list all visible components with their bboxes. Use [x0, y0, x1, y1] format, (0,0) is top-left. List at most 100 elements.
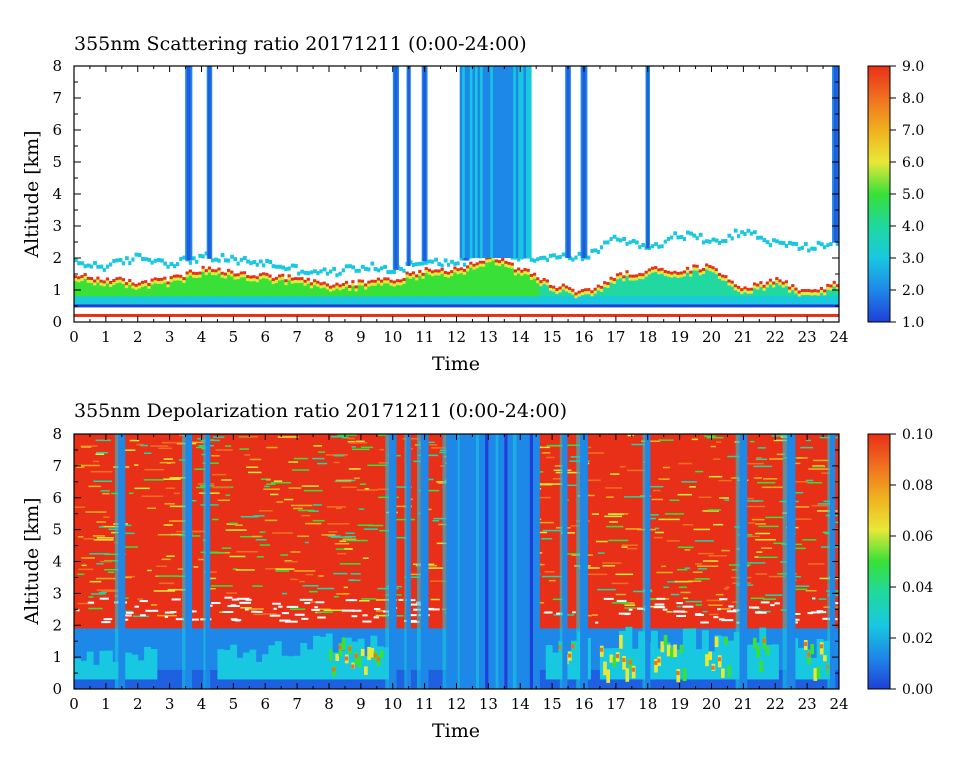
- data-cell: [242, 274, 247, 278]
- data-cell: [327, 523, 350, 525]
- y-tick-label: 4: [52, 185, 62, 203]
- data-cell: [482, 296, 486, 305]
- data-cell: [670, 593, 680, 596]
- data-cell: [169, 264, 174, 279]
- data-cell: [354, 653, 358, 658]
- data-cell: [319, 296, 324, 305]
- data-cell: [791, 286, 795, 305]
- data-cell: [233, 260, 238, 276]
- data-cell: [571, 644, 575, 649]
- data-cell: [797, 293, 802, 297]
- data-cell: [701, 268, 706, 272]
- x-tick-label: 24: [829, 695, 848, 713]
- data-cell: [555, 288, 560, 292]
- data-cell: [459, 259, 464, 270]
- data-cell: [638, 274, 642, 305]
- data-column: [576, 434, 581, 689]
- data-cell: [311, 608, 320, 611]
- data-cell: [214, 272, 219, 276]
- data-cell: [546, 444, 569, 447]
- data-cell: [752, 230, 757, 235]
- data-cell: [120, 576, 133, 579]
- data-cell: [701, 270, 706, 305]
- data-cell: [450, 259, 454, 264]
- data-cell: [370, 647, 375, 658]
- data-cell: [765, 283, 770, 305]
- x-tick-label: 15: [543, 695, 562, 713]
- data-cell: [695, 649, 703, 680]
- data-cell: [797, 249, 802, 293]
- data-cell: [166, 267, 171, 284]
- data-cell: [128, 281, 132, 305]
- data-cell: [287, 656, 295, 680]
- data-column: [420, 434, 429, 689]
- data-cell: [545, 296, 550, 305]
- data-cell: [759, 235, 764, 240]
- data-cell: [364, 296, 368, 305]
- data-cell: [676, 602, 684, 605]
- data-cell: [437, 296, 442, 305]
- data-cell: [99, 264, 104, 269]
- data-cell: [160, 296, 164, 305]
- data-cell: [608, 539, 629, 542]
- data-cell: [204, 269, 209, 273]
- data-cell: [344, 280, 349, 284]
- data-cell: [140, 280, 145, 284]
- data-cell: [262, 263, 266, 268]
- data-cell: [755, 538, 776, 541]
- data-cell: [574, 296, 579, 305]
- data-cell: [434, 271, 438, 305]
- data-cell: [179, 276, 183, 305]
- x-tick-label: 2: [133, 328, 143, 346]
- data-cell: [494, 259, 499, 263]
- data-cell: [290, 266, 295, 280]
- data-cell: [666, 296, 671, 305]
- colorbar-tick-label: 9.0: [902, 59, 924, 75]
- data-cell: [156, 281, 161, 285]
- data-cell: [507, 434, 512, 689]
- data-cell: [201, 265, 206, 269]
- data-cell: [624, 496, 644, 498]
- data-cell: [829, 296, 834, 305]
- data-cell: [784, 280, 789, 284]
- data-cell: [773, 542, 785, 545]
- data-cell: [762, 296, 767, 305]
- data-cell: [666, 540, 680, 542]
- data-cell: [268, 259, 273, 264]
- data-cell: [765, 516, 784, 519]
- x-tick-label: 16: [574, 695, 593, 713]
- data-cell: [469, 264, 474, 268]
- x-tick-label: 13: [479, 695, 498, 713]
- data-cell: [737, 287, 741, 305]
- data-cell: [341, 637, 346, 650]
- data-cell: [281, 273, 285, 277]
- data-cell: [217, 269, 222, 305]
- data-cell: [370, 296, 375, 305]
- data-cell: [176, 276, 180, 305]
- data-cell: [775, 276, 780, 280]
- data-cell: [446, 265, 451, 274]
- data-cell: [118, 278, 123, 305]
- data-cell: [367, 282, 372, 305]
- data-cell: [450, 270, 454, 274]
- data-cell: [287, 277, 292, 281]
- data-cell: [756, 235, 760, 240]
- data-cell: [832, 280, 837, 284]
- data-cell: [682, 272, 687, 305]
- data-cell: [318, 608, 331, 611]
- data-cell: [650, 269, 655, 273]
- data-cell: [131, 654, 139, 680]
- data-cell: [794, 290, 799, 294]
- data-cell: [427, 259, 432, 264]
- scattering-heatmap: [74, 66, 839, 322]
- data-cell: [670, 296, 674, 305]
- data-cell: [288, 487, 302, 489]
- data-column: [404, 434, 407, 689]
- data-cell: [367, 280, 372, 284]
- data-column: [416, 434, 421, 689]
- data-cell: [661, 565, 666, 568]
- data-cell: [421, 264, 426, 275]
- data-cell: [718, 479, 732, 482]
- data-cell: [792, 612, 801, 615]
- data-cell: [695, 613, 704, 616]
